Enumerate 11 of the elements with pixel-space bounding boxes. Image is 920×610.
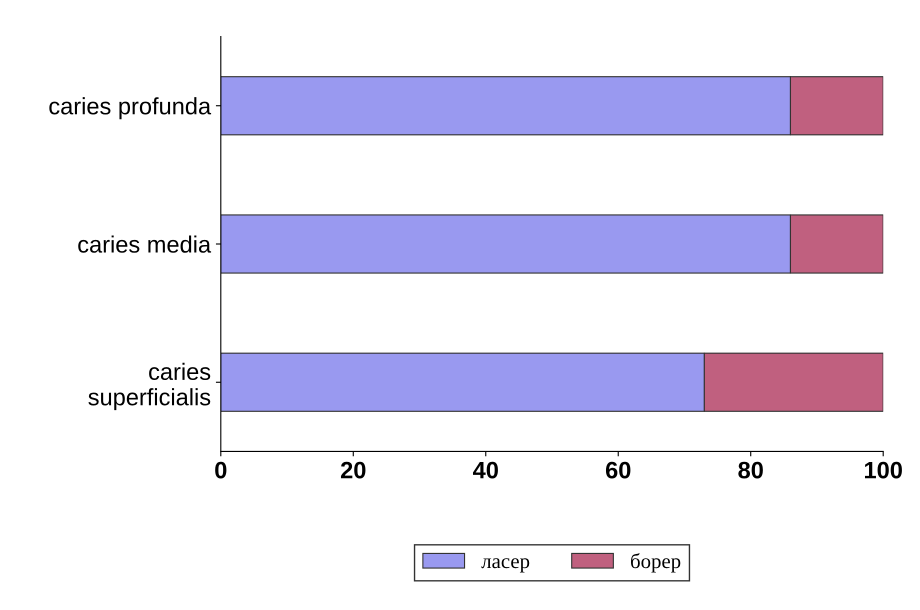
x-tick-label: 40 xyxy=(472,462,498,478)
x-tick-label: 80 xyxy=(738,462,763,478)
legend-label: ласер xyxy=(481,558,530,572)
x-tick-label: 0 xyxy=(215,462,226,478)
x-tick-label: 20 xyxy=(340,462,366,478)
legend-label: борер xyxy=(631,553,680,572)
x-tick-label: 100 xyxy=(864,462,902,478)
y-tick-label: caries profunda xyxy=(49,97,212,120)
x-tick-label: 60 xyxy=(606,462,630,478)
y-tick-label: caries superficialis xyxy=(88,362,210,410)
y-tick-label: caries media xyxy=(78,235,212,253)
